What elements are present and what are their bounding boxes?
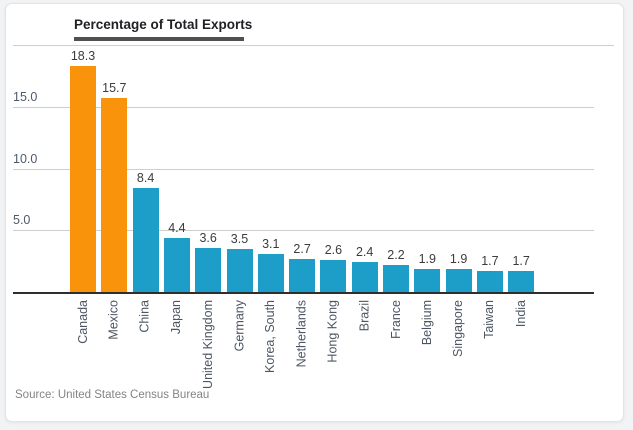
bar-singapore[interactable] xyxy=(445,268,472,292)
x-axis-label: Mexico xyxy=(106,300,121,340)
x-axis-label: Brazil xyxy=(357,300,372,332)
title-underline xyxy=(74,37,244,41)
bar-mexico[interactable] xyxy=(101,98,128,292)
bar-germany[interactable] xyxy=(226,248,253,292)
x-axis-label: Singapore xyxy=(451,300,466,357)
gridline-15.0 xyxy=(13,106,594,108)
bar-value-label: 1.9 xyxy=(418,251,436,266)
gridline-5.0 xyxy=(13,230,594,232)
bar-value-label: 2.2 xyxy=(387,247,405,262)
x-axis-label: China xyxy=(138,300,153,333)
bar-brazil[interactable] xyxy=(351,262,378,292)
bar-taiwan[interactable] xyxy=(476,271,503,292)
bar-value-label: 2.6 xyxy=(324,242,343,257)
bar-value-label: 15.7 xyxy=(102,81,127,96)
bar-value-label: 1.9 xyxy=(449,251,468,266)
bar-belgium[interactable] xyxy=(414,268,441,292)
bar-value-label: 1.7 xyxy=(512,254,530,268)
bar-hong-kong[interactable] xyxy=(320,259,347,292)
gridline-10.0 xyxy=(13,168,594,170)
x-axis-label: Hong Kong xyxy=(325,300,340,363)
chart-title: Percentage of Total Exports xyxy=(74,17,253,32)
bar-korea-south[interactable] xyxy=(257,253,284,292)
x-axis-label: Netherlands xyxy=(294,300,309,368)
bar-value-label: 8.4 xyxy=(136,171,155,186)
bar-value-label: 2.4 xyxy=(355,245,374,260)
y-axis-tick-label: 10.0 xyxy=(13,151,38,166)
x-axis-label: India xyxy=(513,300,528,328)
x-axis-label: United Kingdom xyxy=(200,300,215,389)
plot-top-rule xyxy=(13,45,614,46)
x-axis-label: Belgium xyxy=(419,300,434,346)
x-axis-label: Canada xyxy=(75,300,90,344)
y-axis-tick-label: 5.0 xyxy=(13,213,31,228)
bar-value-label: 3.1 xyxy=(262,236,280,251)
chart-card: Percentage of Total Exports 5.0 10.0 15.0 1… xyxy=(5,3,624,422)
bar-value-label: 1.7 xyxy=(481,254,499,268)
x-axis-label: Germany xyxy=(232,300,246,352)
x-axis-label: Korea, South xyxy=(263,300,278,373)
x-axis-line xyxy=(13,292,594,294)
x-axis-label: France xyxy=(388,300,403,339)
x-axis-label: Taiwan xyxy=(482,300,497,339)
bar-france[interactable] xyxy=(383,264,409,292)
plot-area: 5.0 10.0 15.0 18.3 Canada 15.7 Mexico 8.4 China 4… xyxy=(6,4,625,423)
bar-value-label: 2.7 xyxy=(293,241,311,256)
x-axis-label: Japan xyxy=(169,300,184,335)
bar-netherlands[interactable] xyxy=(289,258,316,292)
bar-value-label: 4.4 xyxy=(168,220,186,235)
bar-china[interactable] xyxy=(132,188,159,292)
bar-canada[interactable] xyxy=(70,65,96,292)
bar-value-label: 18.3 xyxy=(70,48,96,63)
source-attribution: Source: United States Census Bureau xyxy=(15,389,210,401)
bar-japan[interactable] xyxy=(163,237,190,292)
bar-united-kingdom[interactable] xyxy=(195,247,222,292)
y-axis-tick-label: 15.0 xyxy=(13,89,38,104)
bar-value-label: 3.5 xyxy=(230,231,249,246)
bar-value-label: 3.6 xyxy=(199,230,217,245)
bar-india[interactable] xyxy=(508,271,535,292)
